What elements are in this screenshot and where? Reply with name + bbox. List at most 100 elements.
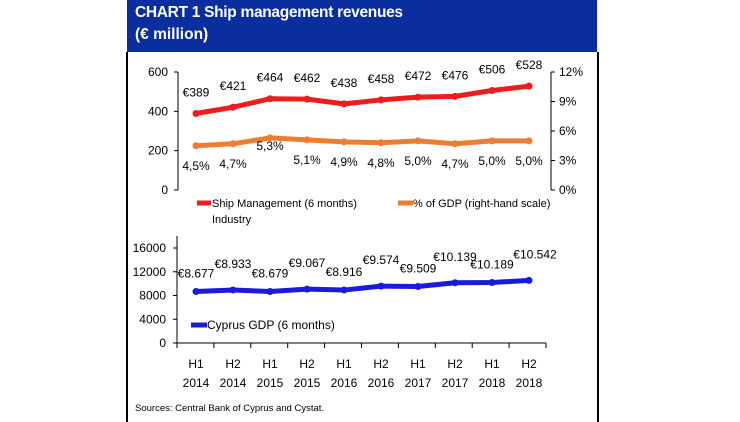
x-tick-label: H1 bbox=[336, 357, 352, 371]
data-point bbox=[488, 279, 496, 287]
data-point bbox=[229, 286, 237, 294]
data-label: €9.509 bbox=[400, 262, 437, 276]
data-point bbox=[192, 109, 200, 117]
series-line-cyprus-gdp bbox=[195, 277, 530, 294]
y-tick-label: 0 bbox=[159, 336, 166, 350]
data-point bbox=[414, 283, 422, 291]
x-tick-label: 2017 bbox=[405, 376, 432, 390]
data-label: €458 bbox=[368, 72, 395, 86]
x-tick-label: H1 bbox=[262, 357, 278, 371]
y-tick-label: 600 bbox=[148, 65, 168, 79]
x-tick-label: H2 bbox=[521, 357, 537, 371]
data-point bbox=[229, 140, 237, 148]
data-point bbox=[266, 95, 274, 103]
y-tick-label: 12000 bbox=[133, 265, 167, 279]
x-tick-label: 2015 bbox=[257, 376, 284, 390]
data-label: 5,0% bbox=[478, 154, 506, 168]
data-label: €476 bbox=[442, 68, 469, 82]
y-tick-label: 4000 bbox=[139, 312, 166, 326]
data-point bbox=[377, 282, 385, 290]
data-label: €389 bbox=[183, 85, 210, 99]
chart-svg: 0 200 400 600 0% 3% 6% 9% 12% €389 €421 €464 €462 €43… bbox=[133, 58, 584, 390]
data-label: 4,8% bbox=[367, 156, 395, 170]
y2-tick-label: 6% bbox=[559, 124, 577, 138]
x-tick-label: 2017 bbox=[442, 376, 469, 390]
x-tick-label: 2014 bbox=[183, 376, 210, 390]
data-label: €438 bbox=[331, 76, 358, 90]
data-label: 5,0% bbox=[515, 154, 543, 168]
series-line-ship-management bbox=[195, 83, 530, 116]
data-point bbox=[488, 137, 496, 145]
data-label: €421 bbox=[220, 79, 247, 93]
data-point bbox=[377, 96, 385, 104]
data-point bbox=[451, 279, 459, 287]
x-tick-label: H1 bbox=[484, 357, 500, 371]
data-label: €10.139 bbox=[433, 250, 477, 264]
data-point bbox=[303, 285, 311, 293]
data-point bbox=[340, 286, 348, 294]
legend-label: Industry bbox=[212, 214, 252, 226]
data-label: €464 bbox=[257, 71, 284, 85]
data-label: 4,7% bbox=[441, 157, 469, 171]
y2-tick-label: 9% bbox=[559, 95, 577, 109]
y-tick-label: 8000 bbox=[139, 289, 166, 303]
y2-tick-label: 0% bbox=[559, 183, 577, 197]
x-tick-label: 2018 bbox=[516, 376, 543, 390]
x-tick-label: 2018 bbox=[479, 376, 506, 390]
data-point bbox=[451, 140, 459, 148]
data-point bbox=[192, 287, 200, 295]
data-label: €528 bbox=[516, 58, 543, 72]
legend-label: Cyprus GDP (6 months) bbox=[207, 318, 335, 332]
data-label: €9.574 bbox=[363, 253, 400, 267]
data-label: €472 bbox=[405, 69, 432, 83]
data-point bbox=[488, 86, 496, 94]
legend-label: % of GDP (right-hand scale) bbox=[413, 198, 550, 210]
x-tick-label: 2016 bbox=[368, 376, 395, 390]
data-point bbox=[340, 100, 348, 108]
x-tick-label: H2 bbox=[447, 357, 463, 371]
chart-subtitle: (€ million) bbox=[135, 26, 209, 43]
chart-title: CHART 1 Ship management revenues bbox=[135, 4, 403, 21]
y-tick-label: 0 bbox=[161, 183, 168, 197]
y-tick-label: 400 bbox=[148, 104, 168, 118]
data-label: €506 bbox=[479, 62, 506, 76]
x-tick-label: 2014 bbox=[220, 376, 247, 390]
x-tick-label: H2 bbox=[299, 357, 315, 371]
data-point bbox=[525, 276, 533, 284]
data-point bbox=[192, 142, 200, 150]
y-tick-label: 16000 bbox=[133, 241, 167, 255]
data-point bbox=[525, 137, 533, 145]
data-point bbox=[414, 137, 422, 145]
data-label: €8.677 bbox=[178, 266, 215, 280]
data-point bbox=[266, 287, 274, 295]
data-label: €462 bbox=[294, 71, 321, 85]
y2-tick-label: 12% bbox=[559, 65, 583, 79]
data-label: 4,5% bbox=[182, 159, 210, 173]
data-point bbox=[525, 82, 533, 90]
data-label: €8.679 bbox=[252, 266, 289, 280]
data-label: €10.542 bbox=[513, 247, 557, 261]
data-label: 5,0% bbox=[404, 154, 432, 168]
x-tick-label: H1 bbox=[188, 357, 204, 371]
data-label: 4,9% bbox=[330, 155, 358, 169]
data-point bbox=[414, 93, 422, 101]
data-label: 4,7% bbox=[219, 157, 247, 171]
data-label: 5,1% bbox=[293, 153, 321, 167]
x-tick-label: H2 bbox=[373, 357, 389, 371]
x-tick-label: H2 bbox=[225, 357, 241, 371]
data-label: €8.916 bbox=[326, 265, 363, 279]
x-tick-label: H1 bbox=[410, 357, 426, 371]
data-point bbox=[451, 92, 459, 100]
x-tick-label: 2015 bbox=[294, 376, 321, 390]
source-note: Sources: Central Bank of Cyprus and Cyst… bbox=[135, 403, 325, 414]
data-point bbox=[340, 138, 348, 146]
y-tick-label: 200 bbox=[148, 144, 168, 158]
data-point bbox=[266, 134, 274, 142]
data-label: 5,3% bbox=[256, 139, 284, 153]
legend-label: Ship Management (6 months) bbox=[212, 198, 357, 210]
chart-frame bbox=[126, 52, 599, 422]
data-point bbox=[229, 103, 237, 111]
chart-header: CHART 1 Ship management revenues (€ mill… bbox=[127, 0, 597, 52]
series-line-gdp-share bbox=[195, 135, 529, 149]
data-label: €9.067 bbox=[289, 256, 326, 270]
